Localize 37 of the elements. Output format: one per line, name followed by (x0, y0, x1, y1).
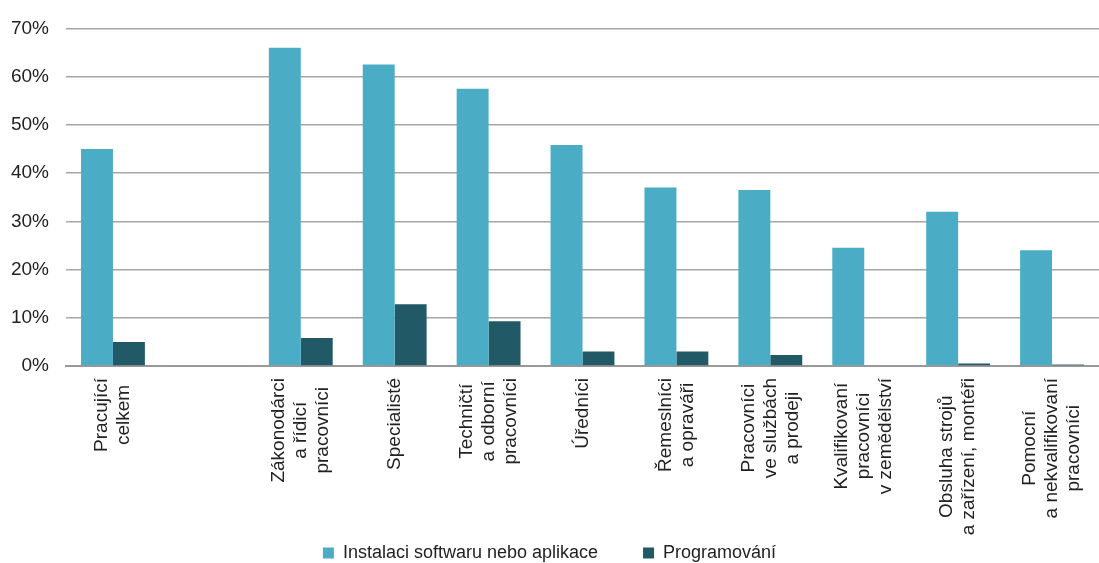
y-tick-label: 0% (21, 354, 50, 376)
y-tick-label: 60% (10, 64, 50, 86)
bar (832, 247, 865, 366)
bar (112, 341, 145, 366)
y-tick-label: 10% (10, 306, 50, 328)
bar (770, 354, 803, 366)
bar (582, 351, 615, 366)
bar (394, 304, 427, 366)
y-tick-label: 50% (10, 113, 50, 135)
y-tick-label: 70% (10, 16, 50, 38)
bar (362, 64, 395, 366)
bar (738, 189, 771, 366)
bar (550, 145, 583, 366)
bar (644, 187, 677, 366)
y-tick-label: 20% (10, 257, 50, 279)
bar (268, 47, 301, 366)
x-tick-label: Úředníci (570, 378, 592, 449)
bar (676, 351, 709, 366)
bar (926, 211, 959, 366)
bar (456, 88, 489, 366)
y-tick-label: 40% (10, 161, 50, 183)
bar (488, 321, 521, 366)
x-tick-label: Pracovníci ve službách a prodeji (736, 378, 802, 479)
x-tick-label: Zákonodárci a řídicí pracovníci (267, 378, 333, 483)
legend-label: Programování (663, 541, 777, 562)
bar (300, 338, 333, 366)
bar (81, 148, 113, 366)
x-tick-label: Řemeslníci a opraváři (653, 377, 697, 472)
legend-label: Instalaci softwaru nebo aplikace (342, 541, 599, 562)
x-tick-label: Obsluha strojů a zařízení, montéři (935, 378, 979, 536)
x-tick-label: Specialisté (382, 378, 404, 470)
x-tick-label: Pracující celkem (90, 377, 134, 452)
x-tick-label: Techničtí a odborní pracovníci (454, 377, 520, 465)
x-tick-label: Kvalifikovaní pracovníci v zemědělství (830, 377, 896, 495)
y-tick-label: 30% (10, 209, 50, 231)
bar (1020, 250, 1053, 366)
x-tick-label: Pomocní a nekvalifikovaní pracovníci (1018, 377, 1084, 519)
